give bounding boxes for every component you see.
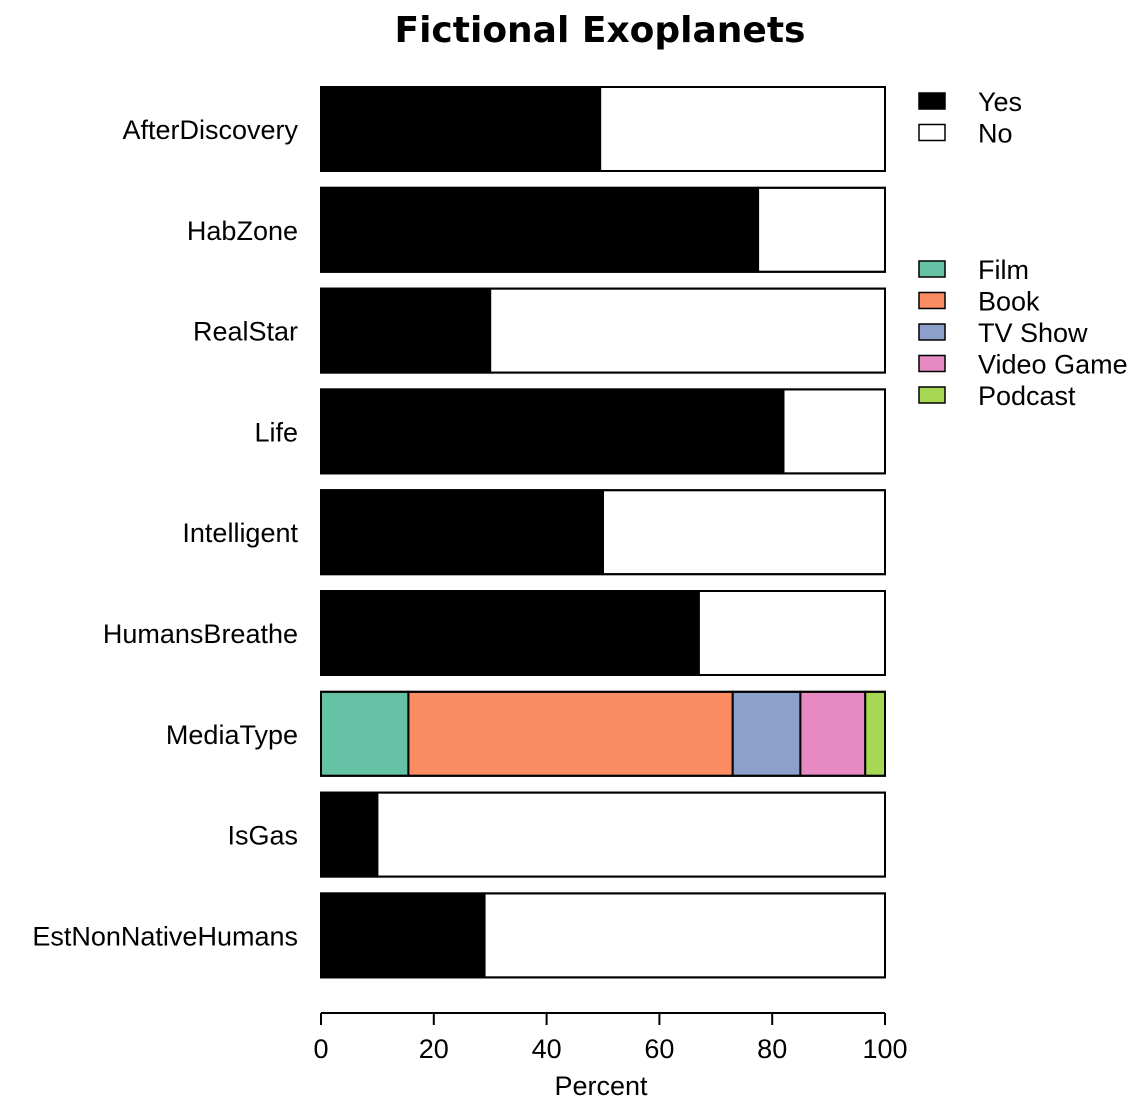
bar-humansbreathe-no <box>697 590 886 676</box>
category-label-mediatype: MediaType <box>166 720 298 750</box>
category-labels: AfterDiscovery HabZone RealStar Life Intelli… <box>32 115 298 951</box>
bar-afterdiscovery-no <box>599 86 886 172</box>
x-tick-label-60: 60 <box>644 1034 674 1064</box>
bar-outline-estnonnativehumans <box>320 892 886 979</box>
bar-outline-humansbreathe <box>320 590 886 676</box>
legend-label-no: No <box>978 119 1013 149</box>
bar-outline-realstar <box>320 287 886 374</box>
category-label-estnonnativehumans: EstNonNativeHumans <box>32 921 298 951</box>
legend-swatch-book <box>918 291 946 310</box>
x-axis-label: Percent <box>554 1071 648 1097</box>
x-tick-label-20: 20 <box>419 1034 449 1064</box>
bar-humansbreathe-yes <box>320 590 700 676</box>
bar-mediatype-tv-show <box>731 690 802 777</box>
x-tick-label-40: 40 <box>532 1034 562 1064</box>
bar-life-no <box>782 388 886 475</box>
category-label-humansbreathe: HumansBreathe <box>103 619 298 649</box>
legend-swatch-yes <box>918 92 946 110</box>
legend-label-video-game: Video Game <box>978 350 1128 380</box>
x-tick-label-0: 0 <box>313 1034 328 1064</box>
category-label-isgas: IsGas <box>227 821 298 851</box>
x-axis: 0 20 40 60 80 100 <box>313 1012 908 1064</box>
category-label-life: Life <box>254 417 298 447</box>
bar-mediatype-book <box>407 690 734 777</box>
bar-outline-afterdiscovery <box>320 86 886 172</box>
legend-label-podcast: Podcast <box>978 381 1076 411</box>
chart-title: Fictional Exoplanets <box>395 10 806 51</box>
category-label-intelligent: Intelligent <box>182 518 298 548</box>
x-tick-label-80: 80 <box>757 1034 787 1064</box>
category-label-habzone: HabZone <box>187 216 298 246</box>
bar-estnonnativehumans-yes <box>320 892 486 979</box>
bar-estnonnativehumans-no <box>483 892 886 979</box>
x-tick-label-100: 100 <box>862 1034 907 1064</box>
category-label-realstar: RealStar <box>193 317 298 347</box>
legend-label-film: Film <box>978 255 1029 285</box>
bar-outline-habzone <box>320 186 886 273</box>
bar-mediatype-film <box>320 690 410 777</box>
bar-mediatype-video-game <box>799 690 867 777</box>
bar-mediatype-podcast <box>864 690 887 777</box>
legend-swatch-film <box>918 260 946 278</box>
legend-swatch-no <box>918 123 946 142</box>
legend-label-tv-show: TV Show <box>978 318 1088 348</box>
legend-swatch-video-game <box>918 354 946 373</box>
legend-label-yes: Yes <box>978 87 1022 117</box>
bar-life-yes <box>320 388 785 475</box>
legend-swatch-tv-show <box>918 323 946 341</box>
bar-outline-intelligent <box>320 489 886 576</box>
bar-habzone-no <box>757 186 886 273</box>
bar-realstar-yes <box>320 287 492 374</box>
bar-isgas-no <box>376 791 886 878</box>
legend-label-book: Book <box>978 287 1040 317</box>
bar-intelligent-yes <box>320 489 604 576</box>
bar-outline-mediatype <box>320 690 886 777</box>
category-label-afterdiscovery: AfterDiscovery <box>122 115 298 145</box>
bar-isgas-yes <box>320 791 379 878</box>
bar-afterdiscovery-yes <box>320 86 602 172</box>
bars-group <box>320 86 887 979</box>
bar-realstar-no <box>489 287 886 374</box>
legend-swatch-podcast <box>918 386 946 404</box>
bar-outline-life <box>320 388 886 475</box>
bar-outline-isgas <box>320 791 886 878</box>
bar-intelligent-no <box>602 489 886 576</box>
bar-habzone-yes <box>320 186 760 273</box>
